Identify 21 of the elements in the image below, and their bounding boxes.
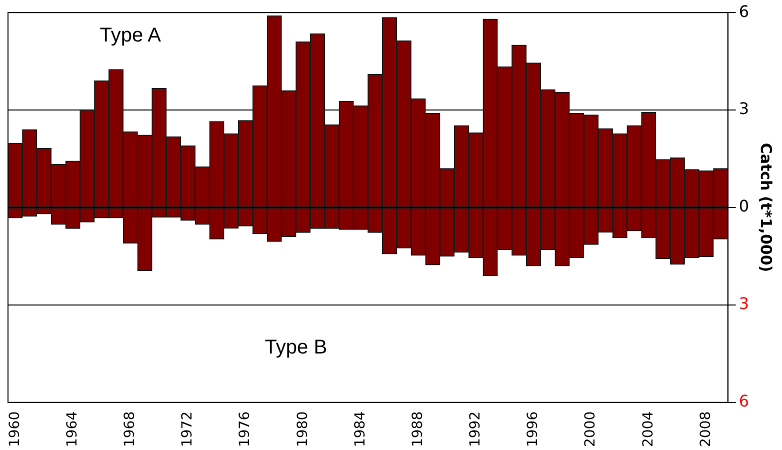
x-tick-label: 1972 bbox=[180, 411, 196, 448]
x-tick-label: 1984 bbox=[352, 411, 368, 448]
y-tick-label: 3 bbox=[738, 294, 750, 314]
x-tick-label: 1992 bbox=[468, 411, 484, 448]
x-tick-label: 1968 bbox=[122, 411, 138, 448]
x-tick-label: 2000 bbox=[582, 411, 599, 448]
y-axis-title: Catch (t*1,000) bbox=[757, 142, 776, 272]
annotation: Type A bbox=[100, 24, 162, 46]
x-tick-label: 1980 bbox=[294, 411, 311, 448]
x-tick-label: 1964 bbox=[64, 411, 80, 448]
x-tick-label: 1960 bbox=[6, 411, 23, 448]
x-tick-label: 1988 bbox=[410, 411, 426, 448]
x-tick-label: 1996 bbox=[525, 411, 542, 448]
x-tick-label: 1976 bbox=[237, 411, 254, 448]
y-tick-label: 0 bbox=[738, 196, 750, 216]
x-tick-label: 2004 bbox=[640, 411, 656, 448]
x-tick-label: 2008 bbox=[698, 411, 714, 448]
y-tick-label: 6 bbox=[738, 392, 750, 411]
y-tick-label: 6 bbox=[738, 2, 750, 21]
annotation: Type B bbox=[264, 336, 328, 358]
y-tick-label: 3 bbox=[738, 99, 750, 118]
